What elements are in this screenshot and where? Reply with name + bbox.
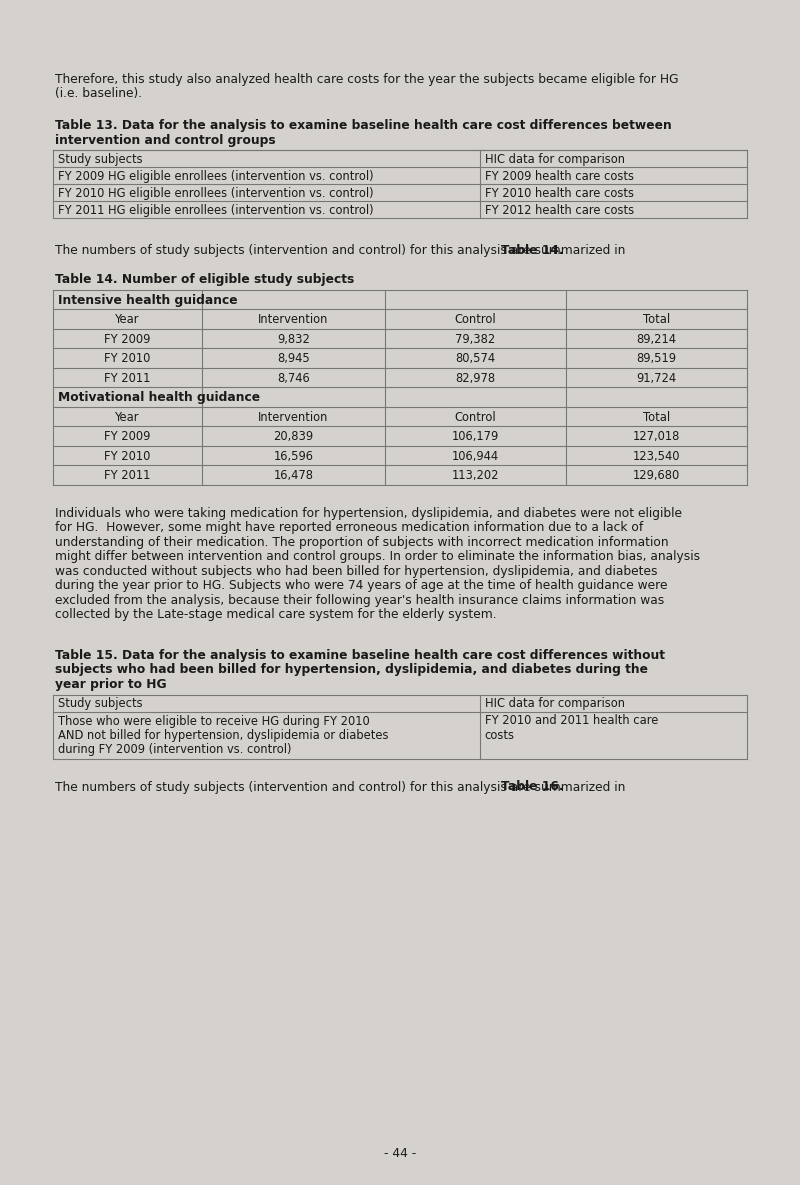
Text: 82,978: 82,978 [455,372,495,385]
Text: FY 2011: FY 2011 [105,469,150,482]
Text: FY 2009: FY 2009 [105,430,150,443]
Text: during the year prior to HG. Subjects who were 74 years of age at the time of he: during the year prior to HG. Subjects wh… [55,579,667,592]
Text: Motivational health guidance: Motivational health guidance [58,391,260,404]
Text: was conducted without subjects who had been billed for hypertension, dyslipidemi: was conducted without subjects who had b… [55,565,658,578]
Text: Table 16.: Table 16. [501,781,564,794]
Text: Control: Control [454,411,496,424]
Text: 113,202: 113,202 [451,469,499,482]
Text: FY 2009: FY 2009 [105,333,150,346]
Text: Individuals who were taking medication for hypertension, dyslipidemia, and diabe: Individuals who were taking medication f… [55,507,682,520]
Text: FY 2010 HG eligible enrollees (intervention vs. control): FY 2010 HG eligible enrollees (intervent… [58,187,374,200]
Text: Year: Year [115,313,140,326]
Text: The numbers of study subjects (intervention and control) for this analysis are s: The numbers of study subjects (intervent… [55,244,630,257]
Text: Intervention: Intervention [258,313,329,326]
Text: AND not billed for hypertension, dyslipidemia or diabetes: AND not billed for hypertension, dyslipi… [58,729,389,742]
Text: - 44 -: - 44 - [384,1147,416,1160]
Text: Intervention: Intervention [258,411,329,424]
Text: Study subjects: Study subjects [58,698,142,711]
Text: 127,018: 127,018 [633,430,680,443]
Text: 16,478: 16,478 [274,469,314,482]
Text: 89,519: 89,519 [637,352,677,365]
Text: Table 13. Data for the analysis to examine baseline health care cost differences: Table 13. Data for the analysis to exami… [55,120,672,133]
Text: 8,945: 8,945 [277,352,310,365]
Text: Total: Total [643,411,670,424]
Text: costs: costs [485,729,515,742]
Text: 89,214: 89,214 [637,333,677,346]
Text: Those who were eligible to receive HG during FY 2010: Those who were eligible to receive HG du… [58,715,370,728]
Text: understanding of their medication. The proportion of subjects with incorrect med: understanding of their medication. The p… [55,536,669,549]
Text: 106,944: 106,944 [452,450,499,463]
Text: FY 2010 and 2011 health care: FY 2010 and 2011 health care [485,715,658,728]
Text: FY 2011 HG eligible enrollees (intervention vs. control): FY 2011 HG eligible enrollees (intervent… [58,204,374,217]
Text: 80,574: 80,574 [455,352,495,365]
Text: Table 15. Data for the analysis to examine baseline health care cost differences: Table 15. Data for the analysis to exami… [55,649,665,662]
Text: Therefore, this study also analyzed health care costs for the year the subjects : Therefore, this study also analyzed heal… [55,73,678,87]
Text: FY 2012 health care costs: FY 2012 health care costs [485,204,634,217]
Text: FY 2010: FY 2010 [105,450,150,463]
Text: HIC data for comparison: HIC data for comparison [485,153,625,166]
Text: 9,832: 9,832 [277,333,310,346]
Text: HIC data for comparison: HIC data for comparison [485,698,625,711]
Text: 123,540: 123,540 [633,450,680,463]
Text: FY 2009 health care costs: FY 2009 health care costs [485,171,634,184]
Text: during FY 2009 (intervention vs. control): during FY 2009 (intervention vs. control… [58,743,291,756]
Text: 16,596: 16,596 [274,450,314,463]
Text: Intensive health guidance: Intensive health guidance [58,294,238,307]
Text: Year: Year [115,411,140,424]
Text: intervention and control groups: intervention and control groups [55,134,276,147]
Text: Total: Total [643,313,670,326]
Text: Table 14. Number of eligible study subjects: Table 14. Number of eligible study subje… [55,274,354,287]
Text: The numbers of study subjects (intervention and control) for this analysis are s: The numbers of study subjects (intervent… [55,781,630,794]
Text: (i.e. baseline).: (i.e. baseline). [55,88,142,101]
Text: 129,680: 129,680 [633,469,680,482]
Text: Table 14.: Table 14. [501,244,564,257]
Text: FY 2011: FY 2011 [105,372,150,385]
Text: subjects who had been billed for hypertension, dyslipidemia, and diabetes during: subjects who had been billed for hyperte… [55,664,648,677]
Text: year prior to HG: year prior to HG [55,678,166,691]
Text: for HG.  However, some might have reported erroneous medication information due : for HG. However, some might have reporte… [55,521,643,534]
Text: 91,724: 91,724 [636,372,677,385]
Text: might differ between intervention and control groups. In order to eliminate the : might differ between intervention and co… [55,550,700,563]
Text: FY 2010: FY 2010 [105,352,150,365]
Text: 106,179: 106,179 [452,430,499,443]
Text: Study subjects: Study subjects [58,153,142,166]
Text: 79,382: 79,382 [455,333,495,346]
Text: excluded from the analysis, because their following year's health insurance clai: excluded from the analysis, because thei… [55,594,664,607]
Text: collected by the Late-stage medical care system for the elderly system.: collected by the Late-stage medical care… [55,608,497,621]
Text: FY 2010 health care costs: FY 2010 health care costs [485,187,634,200]
Text: 8,746: 8,746 [277,372,310,385]
Text: FY 2009 HG eligible enrollees (intervention vs. control): FY 2009 HG eligible enrollees (intervent… [58,171,374,184]
Text: Control: Control [454,313,496,326]
Text: 20,839: 20,839 [274,430,314,443]
